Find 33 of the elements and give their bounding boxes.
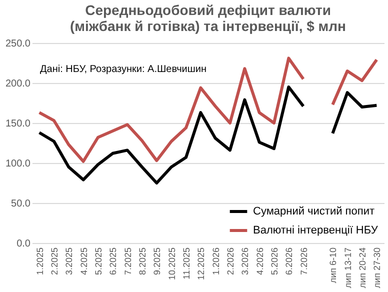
x-tick-label: 12.2025 <box>196 248 206 280</box>
x-tick-label: 4.2026 <box>254 248 265 276</box>
x-tick-label: 1.2025 <box>34 248 45 276</box>
y-tick-label: 200.0 <box>5 78 31 90</box>
x-tick-label: 7.2026 <box>298 248 309 276</box>
x-tick-label: 8.2025 <box>138 248 148 276</box>
x-tick-label: лип 27-30 <box>372 248 382 288</box>
x-tick-label: 5.2025 <box>94 248 104 276</box>
x-tick-label: 6.2025 <box>108 248 118 276</box>
x-tick-label: 11.2025 <box>182 248 192 280</box>
x-tick-label: 4.2025 <box>78 248 89 276</box>
legend-label: Сумарний чистий попит <box>253 206 375 218</box>
y-tick-label: 50.0 <box>11 198 31 210</box>
x-tick-label: 10.2025 <box>166 248 177 280</box>
x-tick-label: 5.2026 <box>270 248 280 276</box>
y-tick-label: 250.0 <box>5 38 31 50</box>
x-tick-label: лип 6-10 <box>328 248 338 284</box>
y-tick-label: 0.0 <box>16 238 31 250</box>
annotation: Дані: НБУ, Розразунки: А.Шевчишин <box>40 64 207 75</box>
x-tick-label: 1.2026 <box>210 248 221 276</box>
x-tick-label: 2.2025 <box>50 248 60 276</box>
x-tick-label: 7.2025 <box>122 248 133 276</box>
chart-title: Середньодобовий дефіцит валюти (міжбанк й готівка) та інтервенції, $ млн <box>70 2 346 34</box>
y-tick-label: 100.0 <box>5 158 31 170</box>
legend-label: Валютні інтервенції НБУ <box>253 224 379 236</box>
x-tick-label: 2.2026 <box>226 248 236 276</box>
x-tick-label: 9.2025 <box>152 248 162 276</box>
x-tick-label: 3.2026 <box>240 248 250 276</box>
x-tick-label: лип 13-17 <box>342 248 353 288</box>
y-tick-label: 150.0 <box>5 118 31 130</box>
x-tick-label: лип 20-24 <box>358 248 368 288</box>
x-tick-label: 6.2026 <box>284 248 294 276</box>
x-tick-label: 3.2025 <box>64 248 74 276</box>
